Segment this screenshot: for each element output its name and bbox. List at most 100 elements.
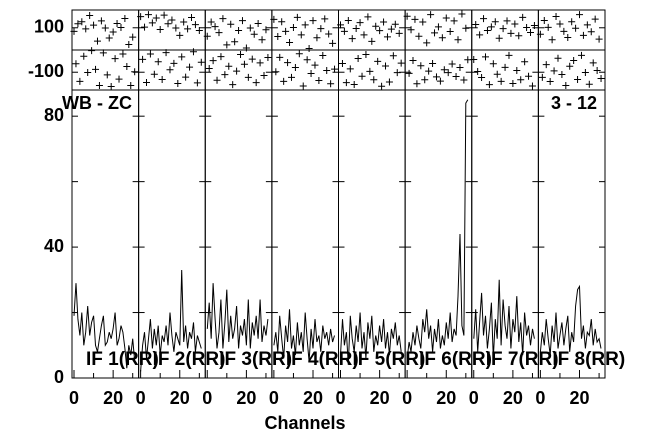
phase-point xyxy=(362,50,370,58)
phase-point xyxy=(499,25,507,33)
phase-point xyxy=(434,23,442,31)
phase-point xyxy=(429,60,437,68)
if-label: IF 2(RR) xyxy=(153,349,226,370)
phase-point xyxy=(417,62,425,70)
phase-point xyxy=(413,80,421,88)
phase-point xyxy=(88,47,96,55)
phase-point xyxy=(383,33,391,41)
phase-point xyxy=(270,15,278,23)
phase-point xyxy=(515,32,523,40)
phase-point xyxy=(80,52,88,60)
phase-point xyxy=(311,61,319,69)
x-tick-label: 0 xyxy=(402,388,412,408)
phase-point xyxy=(109,28,117,36)
phase-point xyxy=(448,60,456,68)
phase-point xyxy=(558,70,566,78)
phase-point xyxy=(358,72,366,80)
phase-point xyxy=(101,24,109,32)
phase-point xyxy=(313,34,321,42)
phase-point xyxy=(577,51,585,59)
phase-point xyxy=(425,67,433,75)
amplitude-series-line xyxy=(140,269,202,372)
phase-point xyxy=(158,76,166,84)
phase-point xyxy=(507,29,515,37)
phase-point xyxy=(307,70,315,78)
phase-point xyxy=(137,13,145,21)
phase-point xyxy=(282,27,290,35)
phase-point xyxy=(372,22,380,30)
phase-point xyxy=(385,78,393,86)
phase-point xyxy=(432,73,440,81)
phase-point xyxy=(274,32,282,40)
amplitude-panel-frame xyxy=(338,89,406,379)
phase-point xyxy=(278,18,286,26)
phase-point xyxy=(248,55,256,63)
phase-point xyxy=(191,21,199,29)
phase-point xyxy=(139,55,147,63)
phase-point xyxy=(491,18,499,26)
amplitude-panels: IF 1(RR)IF 2(RR)IF 3(RR)IF 4(RR)IF 5(RR)… xyxy=(71,89,625,379)
x-tick-label: 20 xyxy=(303,388,323,408)
phase-point xyxy=(503,17,511,25)
phase-point xyxy=(530,22,538,30)
phase-point xyxy=(164,20,172,28)
phase-point xyxy=(272,68,280,76)
phase-point xyxy=(176,31,184,39)
x-tick-label: 0 xyxy=(535,388,545,408)
phase-point xyxy=(360,31,368,39)
phase-point xyxy=(174,80,182,88)
phase-point xyxy=(452,72,460,80)
if-label: IF 8(RR) xyxy=(552,349,625,370)
x-tick-label: 0 xyxy=(269,388,279,408)
phase-point xyxy=(517,76,525,84)
phase-point xyxy=(289,24,297,32)
phase-point xyxy=(391,20,399,28)
phase-point xyxy=(554,54,562,62)
phase-point xyxy=(370,76,378,84)
amplitude-y-tick-label: 40 xyxy=(44,236,64,256)
phase-point xyxy=(458,10,466,18)
phase-point xyxy=(95,82,103,90)
phase-point xyxy=(86,12,94,20)
amplitude-series-line xyxy=(406,99,469,359)
phase-point xyxy=(238,17,246,25)
phase-point xyxy=(544,23,552,31)
phase-point xyxy=(487,23,495,31)
phase-point xyxy=(476,31,484,39)
phase-point xyxy=(550,67,558,75)
phase-point xyxy=(180,18,188,26)
phase-point xyxy=(562,82,570,90)
phase-point xyxy=(127,82,135,90)
phase-point xyxy=(211,23,219,31)
phase-point xyxy=(315,76,323,84)
phase-point xyxy=(497,77,505,85)
phase-point xyxy=(454,36,462,44)
phase-point xyxy=(182,73,190,81)
phase-point xyxy=(411,15,419,23)
phase-point xyxy=(144,11,152,19)
phase-point xyxy=(538,73,546,81)
baseline-label: WB - ZC xyxy=(62,93,132,113)
phase-point xyxy=(552,12,560,20)
x-tick-label: 20 xyxy=(370,388,390,408)
phase-point xyxy=(548,36,556,44)
phase-point xyxy=(464,56,472,64)
amplitude-panel: IF 8(RR) xyxy=(537,89,625,379)
amplitude-panel: IF 2(RR) xyxy=(138,89,226,379)
phase-point xyxy=(340,27,348,35)
amplitude-panel-frame xyxy=(71,89,140,379)
phase-point xyxy=(160,11,168,19)
phase-point xyxy=(123,62,131,70)
phase-point xyxy=(462,24,470,32)
phase-y-tick-label: 100 xyxy=(34,17,64,37)
x-tick-label: 20 xyxy=(103,388,123,408)
phase-point xyxy=(403,12,411,20)
phase-point xyxy=(72,60,80,68)
x-tick-label: 0 xyxy=(469,388,479,408)
phase-point xyxy=(142,78,150,86)
phase-point xyxy=(166,66,174,74)
phase-point xyxy=(327,80,335,88)
phase-point xyxy=(195,26,203,34)
amplitude-y-tick-label: 0 xyxy=(54,367,64,387)
